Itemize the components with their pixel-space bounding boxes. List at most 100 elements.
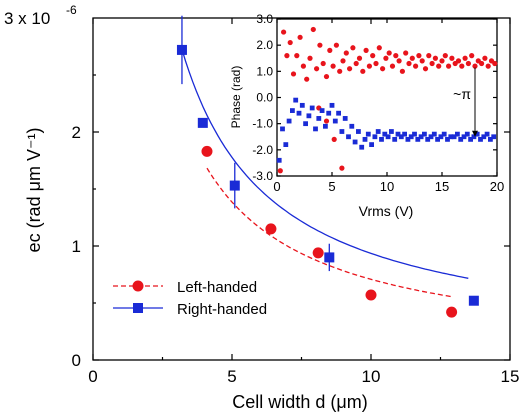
inset-point-red [333,42,339,48]
x-tick-label: 5 [227,367,236,386]
inset-point-red [462,55,468,61]
inset-point-blue [293,97,299,103]
inset-x-tick-label: 15 [435,179,449,194]
inset-point-red [300,63,306,69]
inset-point-red [287,39,293,46]
inset-point-red [314,66,320,72]
inset-point-red [331,136,337,142]
x-tick-label: 10 [362,367,381,386]
inset-point-red [469,53,475,59]
data-point-right-handed [324,252,335,263]
inset-point-blue [398,134,404,140]
inset-point-blue [290,108,295,113]
inset-point-blue [418,134,424,140]
inset-point-red [366,63,372,69]
inset-x-tick-label: 5 [328,179,335,194]
inset-point-blue [329,102,335,108]
y-axis-label: ec (rad μm V⁻¹) [24,128,44,253]
inset-point-blue [276,157,282,163]
inset-point-blue [359,144,365,150]
main-fit-lines [181,49,469,298]
inset-point-blue [336,110,341,116]
inset-plot: 0 5 10 15 20 -3.0 -2.0 -1.0 0.0 1.0 2.0 3.0 ~π Vrms… [229,12,504,219]
inset-point-blue [283,142,289,147]
data-point-left-handed [265,223,277,235]
inset-point-red [337,68,343,74]
inset-point-blue [455,131,460,137]
inset-point-blue [441,131,447,137]
inset-point-red [386,50,392,56]
data-point-left-handed [201,145,213,157]
inset-point-red [389,63,396,69]
inset-point-blue [461,134,467,140]
inset-point-red [281,29,287,35]
inset-point-red [290,71,297,77]
inset-point-red [284,53,290,59]
inset-point-blue [342,116,348,121]
inset-point-red [442,53,448,59]
inset-point-red [492,60,498,67]
inset-y-tick-label: -1.0 [252,117,273,131]
inset-point-blue [375,129,381,134]
inset-point-blue [323,123,328,129]
legend: Left-handed Right-handed [113,279,267,318]
legend-right-marker [133,303,143,313]
inset-point-red [277,168,283,174]
inset-point-red [347,66,353,72]
inset-point-red [403,50,409,56]
inset-point-red [327,47,333,54]
inset-point-blue [425,136,431,142]
inset-point-blue [296,110,302,116]
inset-point-blue [356,129,361,134]
inset-point-red [432,55,438,61]
inset-ticks: 0 5 10 15 20 -3.0 -2.0 -1.0 0.0 1.0 2.0 3.0 [252,12,504,194]
inset-point-red [343,50,349,56]
main-data-marks [176,15,479,318]
inset-point-blue [405,136,411,142]
pi-label: ~π [453,86,471,102]
inset-y-tick-label: 1.0 [256,64,273,78]
inset-point-blue [422,131,427,137]
inset-point-red [419,58,425,64]
inset-point-red [363,47,369,54]
inset-point-blue [464,131,470,137]
inset-point-blue [471,134,477,140]
inset-point-red [429,60,435,67]
inset-point-blue [299,102,305,108]
inset-point-blue [478,136,483,142]
inset-point-red [439,58,445,64]
inset-point-red [370,53,376,59]
inset-point-red [297,34,303,40]
inset-point-blue [369,142,374,147]
legend-left-label: Left-handed [177,279,257,296]
inset-y-tick-label: -3.0 [252,169,273,183]
inset-point-red [383,55,389,61]
inset-point-red [317,42,323,48]
x-axis-label: Cell width d (μm) [232,392,367,412]
inset-point-red [360,68,366,74]
data-point-right-handed [468,295,479,306]
inset-point-red [409,55,415,61]
inset-point-blue [382,131,388,137]
inset-point-red [323,73,330,80]
inset-point-red [482,55,488,61]
inset-point-blue [326,110,332,116]
inset-point-blue [395,131,401,137]
inset-point-red [446,63,452,69]
inset-point-red [320,60,326,67]
legend-right-label: Right-handed [177,301,267,318]
inset-point-red [472,63,478,69]
inset-point-red [307,55,313,61]
inset-point-blue [448,134,454,140]
inset-point-blue [319,108,325,113]
inset-point-blue [365,131,371,137]
inset-point-red [465,60,471,67]
inset-point-blue [306,113,312,119]
inset-point-red [396,58,402,64]
inset-point-red [310,26,316,33]
data-point-left-handed [446,306,458,318]
fit-line-left [206,167,452,298]
inset-x-tick-label: 20 [490,179,504,194]
inset-point-blue [484,131,490,137]
y-multiplier-exponent: -6 [66,3,77,17]
